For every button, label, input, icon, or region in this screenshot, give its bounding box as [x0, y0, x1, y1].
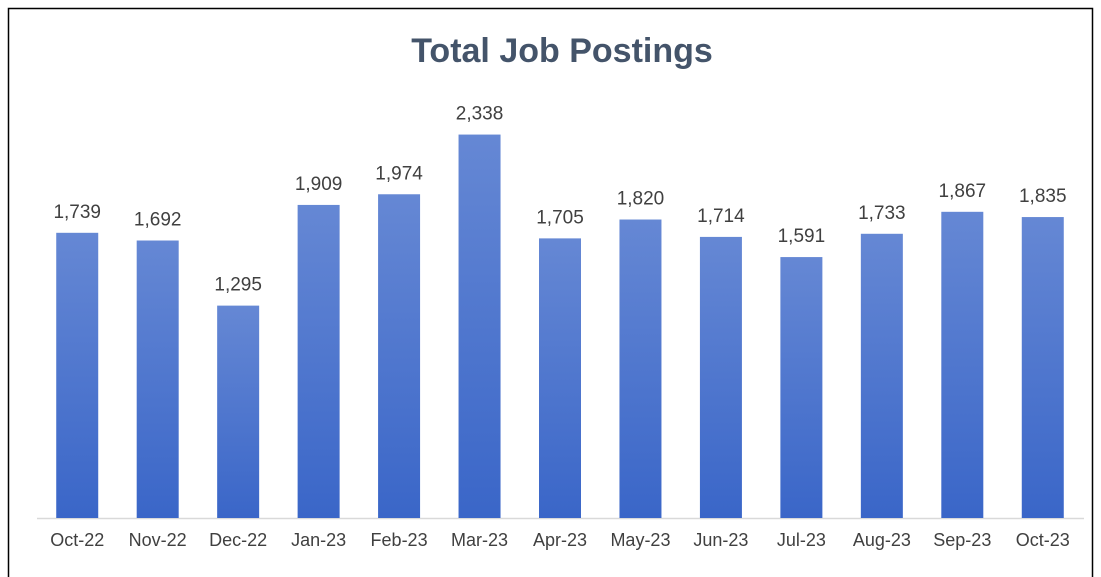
data-label: 1,867 [939, 181, 987, 202]
data-label: 1,739 [53, 202, 101, 223]
data-label: 2,338 [456, 104, 504, 125]
bar [780, 257, 823, 518]
bar [860, 233, 903, 518]
x-tick-label: Oct-22 [50, 530, 104, 550]
frame [7, 7, 1094, 577]
data-label: 1,835 [1019, 186, 1067, 207]
data-label: 1,733 [858, 203, 906, 224]
bar [297, 204, 340, 518]
x-tick-label: Jun-23 [693, 530, 748, 550]
data-label: 1,692 [134, 210, 182, 231]
x-tick-label: Oct-23 [1016, 530, 1070, 550]
bar [56, 232, 99, 518]
x-tick-label: Jul-23 [777, 530, 826, 550]
data-label: 1,295 [214, 275, 262, 296]
x-tick-label: Apr-23 [533, 530, 587, 550]
bar [1021, 217, 1064, 518]
x-tick-label: Sep-23 [933, 530, 991, 550]
data-label: 1,974 [375, 163, 423, 184]
data-label: 1,909 [295, 174, 343, 195]
bar [458, 134, 501, 518]
bar [378, 194, 421, 518]
bar [539, 238, 581, 518]
bar [619, 219, 662, 518]
x-tick-label: Feb-23 [371, 530, 428, 550]
data-label: 1,820 [617, 189, 665, 210]
x-tick-label: May-23 [610, 530, 670, 550]
data-label: 1,591 [778, 226, 826, 247]
x-tick-label: Jan-23 [291, 530, 346, 550]
data-label: 1,705 [536, 207, 584, 228]
bar [699, 236, 742, 519]
x-tick-label: Mar-23 [451, 530, 508, 550]
bar [136, 240, 179, 518]
x-tick-label: Nov-22 [129, 530, 187, 550]
bar [217, 305, 260, 518]
data-label: 1,714 [697, 206, 745, 227]
bar [941, 211, 984, 518]
x-tick-label: Dec-22 [209, 530, 267, 550]
x-tick-label: Aug-23 [853, 530, 911, 550]
chart-title: Total Job Postings [411, 32, 713, 70]
